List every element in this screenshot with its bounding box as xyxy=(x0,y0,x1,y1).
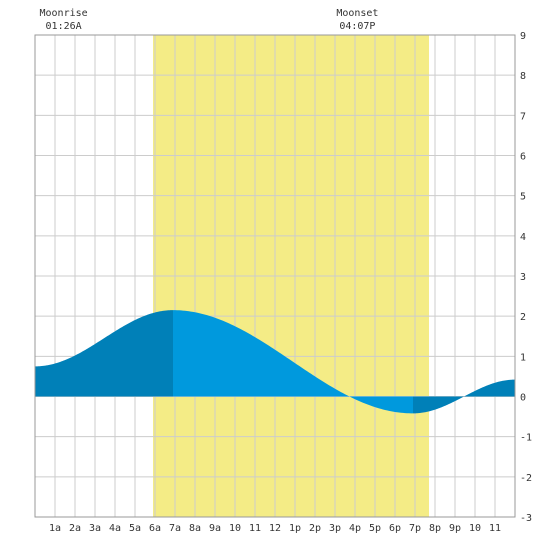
x-tick-label: 6p xyxy=(389,523,401,534)
moonset-time: 04:07P xyxy=(339,21,375,32)
x-tick-label: 10 xyxy=(469,523,481,534)
x-tick-label: 5p xyxy=(369,523,381,534)
x-tick-label: 11 xyxy=(489,523,501,534)
x-tick-label: 1p xyxy=(289,523,301,534)
x-tick-label: 2p xyxy=(309,523,321,534)
y-tick-label: -3 xyxy=(520,513,532,524)
y-tick-label: 3 xyxy=(520,272,526,283)
x-tick-label: 7a xyxy=(169,523,181,534)
y-tick-label: -1 xyxy=(520,433,532,444)
y-tick-label: 4 xyxy=(520,232,526,243)
y-tick-label: 0 xyxy=(520,393,526,404)
x-tick-label: 2a xyxy=(69,523,81,534)
x-tick-label: 3a xyxy=(89,523,101,534)
x-tick-label: 6a xyxy=(149,523,161,534)
y-tick-label: 6 xyxy=(520,152,526,163)
moonrise-annotation: Moonrise 01:26A xyxy=(40,8,88,32)
x-tick-label: 9a xyxy=(209,523,221,534)
moonset-label: Moonset xyxy=(336,8,378,19)
x-tick-label: 10 xyxy=(229,523,241,534)
tide-segment-rising-late xyxy=(413,379,515,414)
x-tick-label: 9p xyxy=(449,523,461,534)
x-tick-labels: 1a 2a 3a 4a 5a 6a 7a 8a 9a 10 11 12 1p 2p 3p 4p 5p 6p 7p 8p… xyxy=(49,523,501,534)
x-tick-label: 4p xyxy=(349,523,361,534)
x-tick-label: 8a xyxy=(189,523,201,534)
y-tick-labels: 9 8 7 6 5 4 3 2 1 0 -1 -2 -3 xyxy=(520,31,532,524)
moonset-annotation: Moonset 04:07P xyxy=(336,8,378,32)
y-tick-label: 9 xyxy=(520,31,526,42)
y-tick-label: -2 xyxy=(520,473,532,484)
y-tick-label: 2 xyxy=(520,312,526,323)
tide-segment-rising xyxy=(35,310,173,397)
x-tick-label: 8p xyxy=(429,523,441,534)
y-tick-label: 5 xyxy=(520,192,526,203)
tide-area xyxy=(35,310,515,414)
moonrise-time: 01:26A xyxy=(46,21,82,32)
x-tick-label: 11 xyxy=(249,523,261,534)
y-tick-label: 7 xyxy=(520,111,526,122)
moonrise-label: Moonrise xyxy=(40,8,88,19)
x-tick-label: 5a xyxy=(129,523,141,534)
y-tick-label: 1 xyxy=(520,352,526,363)
x-tick-label: 1a xyxy=(49,523,61,534)
x-tick-label: 4a xyxy=(109,523,121,534)
grid xyxy=(35,35,515,517)
x-tick-label: 3p xyxy=(329,523,341,534)
x-tick-label: 7p xyxy=(409,523,421,534)
tide-segment-falling xyxy=(173,310,413,414)
y-tick-label: 8 xyxy=(520,71,526,82)
plot-frame xyxy=(34,34,516,518)
x-tick-label: 12 xyxy=(269,523,281,534)
